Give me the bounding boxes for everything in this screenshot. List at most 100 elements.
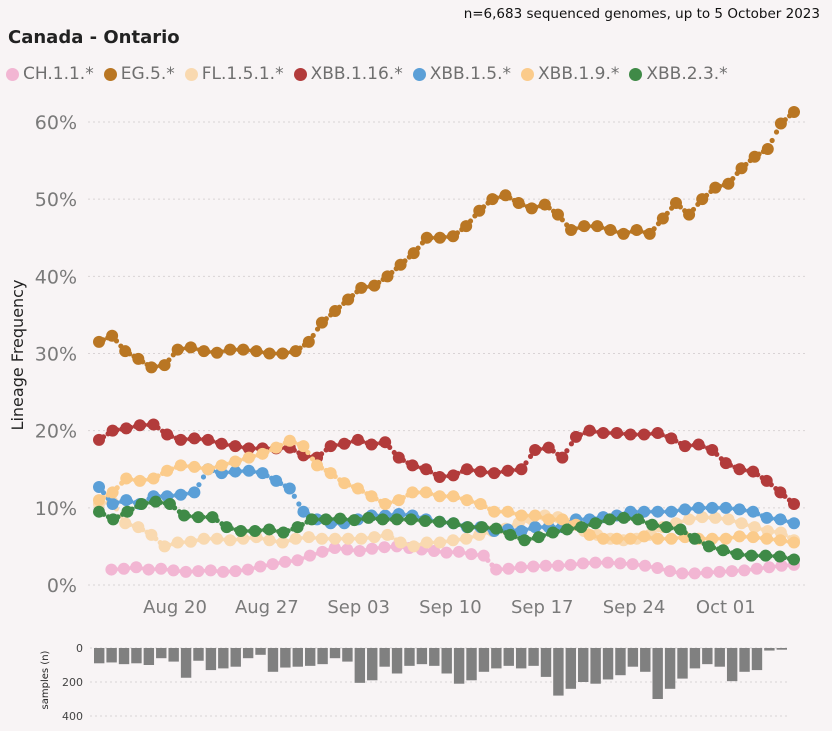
data-point [237, 343, 250, 356]
legend-item[interactable]: XBB.1.9.* [521, 64, 619, 84]
data-point [93, 505, 105, 518]
sample-bar [764, 648, 775, 651]
data-point [676, 567, 689, 580]
series-connector-dot [196, 482, 202, 488]
data-point [106, 497, 119, 510]
data-point [315, 532, 328, 545]
data-point [465, 548, 478, 561]
sample-bar [218, 648, 229, 669]
data-point [688, 567, 701, 580]
data-point [263, 347, 276, 360]
legend-item[interactable]: FL.1.5.1.* [184, 64, 284, 84]
data-point [651, 505, 664, 518]
data-point [379, 436, 392, 449]
data-point [277, 526, 290, 539]
data-point [224, 343, 237, 356]
sample-bar [491, 648, 502, 669]
data-point [552, 559, 565, 572]
data-point [142, 563, 155, 576]
data-point [529, 443, 542, 456]
x-tick-label: Aug 27 [235, 597, 299, 618]
legend-item[interactable]: XBB.2.3.* [629, 64, 728, 84]
data-point [174, 459, 187, 472]
series-connector-dot [568, 441, 575, 447]
data-point [527, 560, 540, 573]
data-point [130, 561, 143, 574]
sample-bar [540, 648, 552, 677]
data-point [132, 521, 145, 534]
data-point [556, 451, 569, 464]
data-point [501, 464, 514, 477]
sample-bar [143, 648, 155, 665]
data-point [120, 422, 133, 435]
data-point [748, 521, 761, 534]
data-point [242, 451, 255, 464]
data-point [106, 486, 119, 499]
chart-subtitle: n=6,683 sequenced genomes, up to 5 Octob… [463, 6, 820, 22]
data-point [149, 495, 162, 508]
sample-bar [553, 648, 564, 696]
data-point [474, 465, 487, 478]
data-point [145, 361, 158, 374]
data-point [120, 494, 133, 507]
sample-bar [317, 648, 328, 665]
legend-item[interactable]: XBB.1.5.* [412, 64, 511, 84]
legend-label: EG.5.* [120, 64, 175, 84]
data-point [291, 554, 304, 567]
data-point [266, 558, 279, 571]
legend-item[interactable]: EG.5.* [103, 64, 175, 84]
data-point [709, 511, 722, 524]
data-point [407, 540, 420, 553]
data-point [368, 279, 381, 292]
data-point [249, 524, 262, 537]
data-point [617, 511, 630, 524]
sample-bar [466, 648, 477, 681]
data-point [242, 442, 255, 455]
data-point [133, 419, 146, 432]
series-connector-dot [291, 493, 297, 499]
y-axis-label: Lineage Frequency [8, 280, 27, 431]
data-point [215, 459, 228, 472]
data-point [105, 563, 118, 576]
data-point [763, 561, 776, 574]
sample-tick-label: 200 [62, 676, 83, 689]
sample-bar [205, 648, 217, 671]
data-point [551, 208, 564, 221]
sample-bar [689, 648, 701, 669]
data-point [486, 193, 499, 206]
data-point [488, 467, 501, 480]
data-point [617, 227, 630, 240]
data-point [420, 486, 433, 499]
data-point [660, 521, 673, 534]
data-point [514, 561, 527, 574]
data-point [365, 438, 378, 451]
data-point [147, 418, 160, 431]
legend-marker [6, 67, 19, 81]
data-point [624, 428, 637, 441]
data-point [224, 534, 237, 547]
data-point [669, 197, 682, 210]
sample-bar [391, 648, 403, 674]
data-point [788, 497, 800, 510]
data-point [132, 352, 145, 365]
data-point [211, 532, 224, 545]
data-point [433, 231, 446, 244]
data-point [324, 467, 337, 480]
sample-bar [180, 648, 192, 678]
data-point [184, 535, 197, 548]
data-point [342, 532, 355, 545]
sample-bar [379, 648, 390, 667]
legend-marker [103, 67, 117, 81]
legend-label: FL.1.5.1.* [201, 64, 284, 84]
data-point [362, 511, 375, 524]
sample-bar [255, 648, 266, 655]
data-point [589, 556, 602, 569]
data-point [614, 557, 627, 570]
legend-item[interactable]: CH.1.1.* [6, 64, 94, 84]
legend-item[interactable]: XBB.1.16.* [293, 64, 403, 84]
data-point [107, 513, 120, 526]
sample-bar [342, 648, 353, 662]
data-point [192, 565, 205, 578]
data-point [578, 220, 591, 233]
data-point [461, 521, 474, 534]
